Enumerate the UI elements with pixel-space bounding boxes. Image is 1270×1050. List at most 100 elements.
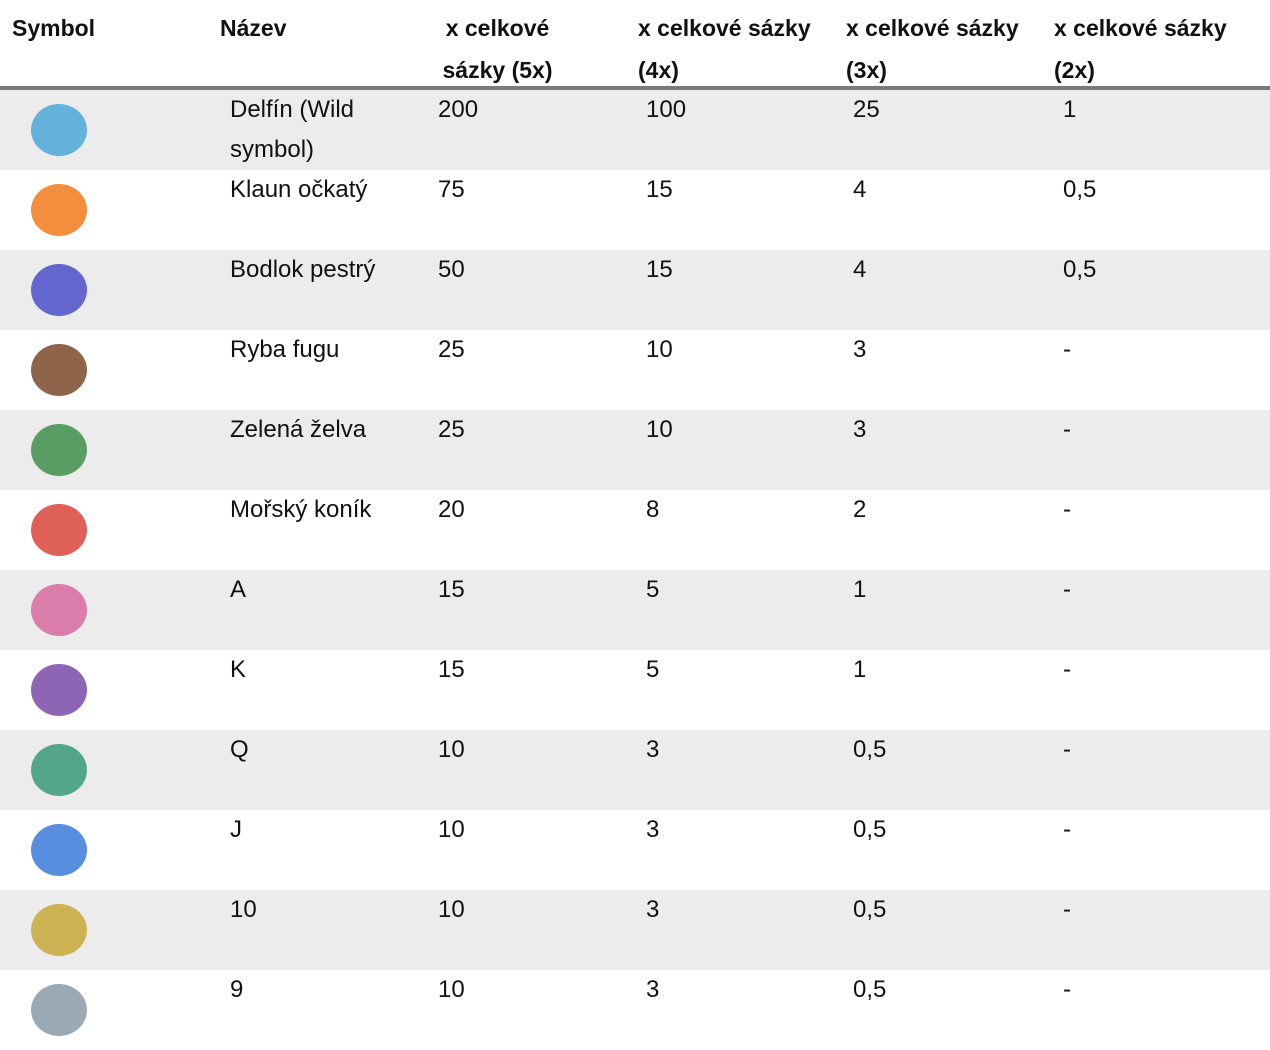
table-row (0, 250, 1270, 330)
symbol-icon (31, 424, 87, 476)
icon-shape (31, 264, 87, 316)
symbol-name: Bodlok pestrý (230, 256, 376, 283)
payout: 0,5 (853, 736, 887, 763)
table-row (0, 650, 1270, 730)
table-row (0, 730, 1270, 810)
icon-shape (31, 504, 87, 556)
symbol-icon (31, 664, 87, 716)
symbol-name: Delfín (Wild symbol) (230, 96, 355, 163)
payout: 75 (438, 176, 465, 203)
icon-shape (31, 424, 87, 476)
icon-shape (31, 104, 87, 156)
payout: 25 (438, 416, 465, 443)
payout: 10 (646, 336, 673, 363)
symbol-name: 10 (230, 896, 257, 923)
symbol-name: K (230, 656, 247, 683)
payout: 3 (646, 816, 660, 843)
payout: 4 (853, 176, 867, 203)
header-cell: Symbol (12, 15, 96, 41)
payout: 15 (438, 656, 465, 683)
payout: - (1063, 656, 1071, 683)
icon-shape (31, 584, 87, 636)
payout: - (1063, 976, 1071, 1003)
payout: 3 (646, 736, 660, 763)
payout: 3 (646, 896, 660, 923)
symbol-name: Q (230, 736, 249, 763)
header-cell: x celkové sázky (5x) (442, 15, 553, 83)
payout: 50 (438, 256, 465, 283)
payout: 0,5 (853, 816, 887, 843)
icon-shape (31, 184, 87, 236)
payout: 15 (646, 176, 673, 203)
payout: 4 (853, 256, 867, 283)
symbol-icon (31, 584, 87, 636)
symbol-name: 9 (230, 976, 244, 1003)
header-cell: x celkové sázky (4x) (638, 15, 811, 83)
payout: - (1063, 896, 1071, 923)
payout: 10 (438, 976, 465, 1003)
table-row (0, 570, 1270, 650)
payout: 1 (853, 656, 867, 683)
payout: - (1063, 816, 1071, 843)
payout: 10 (438, 736, 465, 763)
payout: - (1063, 496, 1071, 523)
payout: 1 (1063, 96, 1077, 123)
payout: 0,5 (1063, 176, 1097, 203)
payout: 15 (438, 576, 465, 603)
payout: 15 (646, 256, 673, 283)
payout: 1 (853, 576, 867, 603)
symbol-name: Zelená želva (230, 416, 367, 443)
symbol-name: Mořský koník (230, 496, 372, 523)
payout: 3 (646, 976, 660, 1003)
payout: 10 (438, 816, 465, 843)
payout: 25 (853, 96, 880, 123)
symbol-name: Klaun očkatý (230, 176, 368, 203)
payout: 2 (853, 496, 867, 523)
payout: 0,5 (853, 976, 887, 1003)
symbol-icon (31, 824, 87, 876)
table-row (0, 890, 1270, 970)
payout: 10 (438, 896, 465, 923)
icon-shape (31, 664, 87, 716)
payout: 100 (646, 96, 687, 123)
table-row (0, 410, 1270, 490)
icon-shape (31, 344, 87, 396)
table-row (0, 490, 1270, 570)
payout: 5 (646, 576, 660, 603)
payout: 8 (646, 496, 660, 523)
symbol-name: A (230, 576, 247, 603)
symbol-icon (31, 184, 87, 236)
symbol-name: J (230, 816, 242, 843)
payout: - (1063, 336, 1071, 363)
payout: 3 (853, 336, 867, 363)
payout: - (1063, 416, 1071, 443)
table-row (0, 330, 1270, 410)
payout: 3 (853, 416, 867, 443)
icon-shape (31, 984, 87, 1036)
table-row (0, 90, 1270, 170)
table-row (0, 810, 1270, 890)
icon-shape (31, 904, 87, 956)
symbol-icon (31, 904, 87, 956)
payout: 200 (438, 96, 479, 123)
icon-shape (31, 744, 87, 796)
symbol-icon (31, 264, 87, 316)
payout: 0,5 (1063, 256, 1097, 283)
table-row (0, 170, 1270, 250)
header-rule (0, 86, 1270, 90)
symbol-name: Ryba fugu (230, 336, 340, 363)
payout: 20 (438, 496, 465, 523)
payout: - (1063, 736, 1071, 763)
payout: - (1063, 576, 1071, 603)
icon-shape (31, 824, 87, 876)
payout: 25 (438, 336, 465, 363)
header-cell: x celkové sázky (3x) (846, 15, 1019, 83)
payout: 5 (646, 656, 660, 683)
symbol-icon (31, 744, 87, 796)
payout: 10 (646, 416, 673, 443)
header-cell: Název (220, 15, 287, 41)
symbol-icon (31, 104, 87, 156)
payout: 0,5 (853, 896, 887, 923)
header-cell: x celkové sázky (2x) (1054, 15, 1227, 83)
